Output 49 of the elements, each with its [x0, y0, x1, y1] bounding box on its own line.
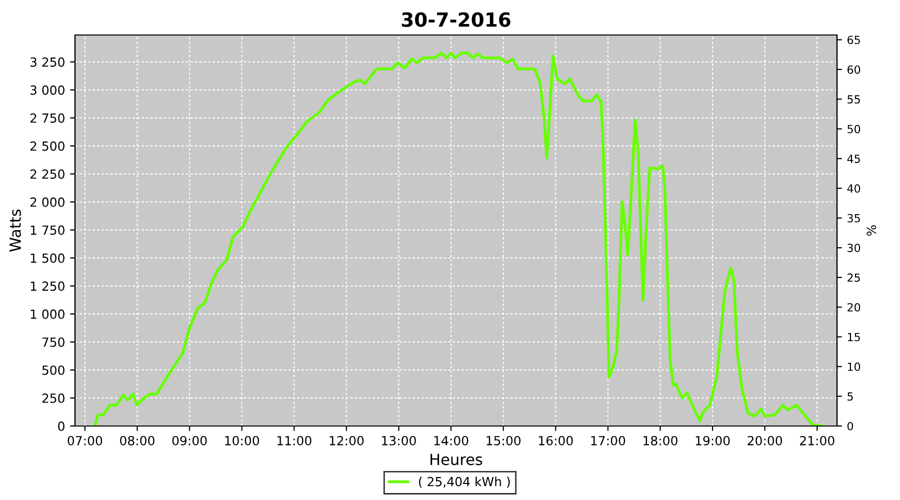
y-tick-label: 2 000: [30, 197, 64, 207]
y-tick-label: 250: [42, 393, 64, 403]
x-tick-label: 20:00: [748, 436, 782, 446]
y2-tick-label: 55: [848, 95, 860, 104]
legend-label: ( 25,404 kWh ): [418, 476, 510, 488]
y-tick-label: 1 000: [30, 309, 64, 319]
x-tick-label: 15:00: [486, 436, 521, 446]
y-tick-label: 750: [42, 337, 64, 347]
x-axis-title: Heures: [430, 454, 482, 466]
x-tick-label: 14:00: [434, 436, 468, 446]
x-tick-label: 12:00: [330, 436, 364, 446]
y2-tick-label: 40: [847, 184, 860, 193]
y2-tick-label: 25: [848, 273, 860, 282]
y2-tick-label: 5: [848, 392, 853, 401]
y2-tick-label: 50: [848, 124, 860, 134]
y-tick-label: 3 000: [30, 85, 64, 95]
x-tick-label: 07:00: [68, 436, 102, 446]
x-tick-label: 19:00: [696, 436, 730, 446]
x-tick-label: 09:00: [172, 436, 207, 446]
y-tick-label: 2 250: [30, 169, 64, 179]
y2-tick-label: 20: [848, 303, 860, 312]
x-tick-label: 08:00: [120, 436, 154, 446]
y-tick-label: 3 250: [30, 57, 64, 67]
x-tick-label: 18:00: [644, 436, 678, 446]
y2-tick-label: 35: [848, 214, 860, 222]
y2-tick-label: 30: [848, 244, 860, 252]
y-tick-label: 2 750: [30, 113, 64, 123]
y2-axis-title: %: [866, 225, 876, 236]
x-tick-label: 11:00: [277, 436, 312, 446]
y-axis-title: Watts: [10, 210, 21, 252]
chart-title: 30-7-2016: [402, 12, 510, 27]
y2-tick-label: 15: [848, 332, 860, 342]
x-tick-label: 10:00: [225, 436, 260, 446]
y-tick-label: 1 500: [30, 253, 64, 263]
y-tick-label: 1 250: [30, 281, 64, 291]
y-tick-label: 500: [42, 365, 64, 375]
line-series: [93, 52, 824, 426]
y2-tick-label: 0: [847, 422, 854, 430]
y2-tick-label: 45: [847, 154, 860, 163]
y-tick-label: 2 500: [30, 141, 64, 151]
y-tick-label: 1 750: [30, 225, 64, 235]
y2-tick-label: 10: [848, 362, 860, 371]
y2-tick-label: 60: [848, 65, 860, 74]
x-tick-label: 21:00: [800, 436, 834, 446]
x-tick-label: 16:00: [538, 436, 573, 446]
y2-tick-label: 65: [848, 36, 860, 44]
x-tick-label: 17:00: [591, 436, 626, 446]
y-tick-label: 0: [58, 421, 64, 431]
x-tick-label: 13:00: [382, 436, 416, 446]
